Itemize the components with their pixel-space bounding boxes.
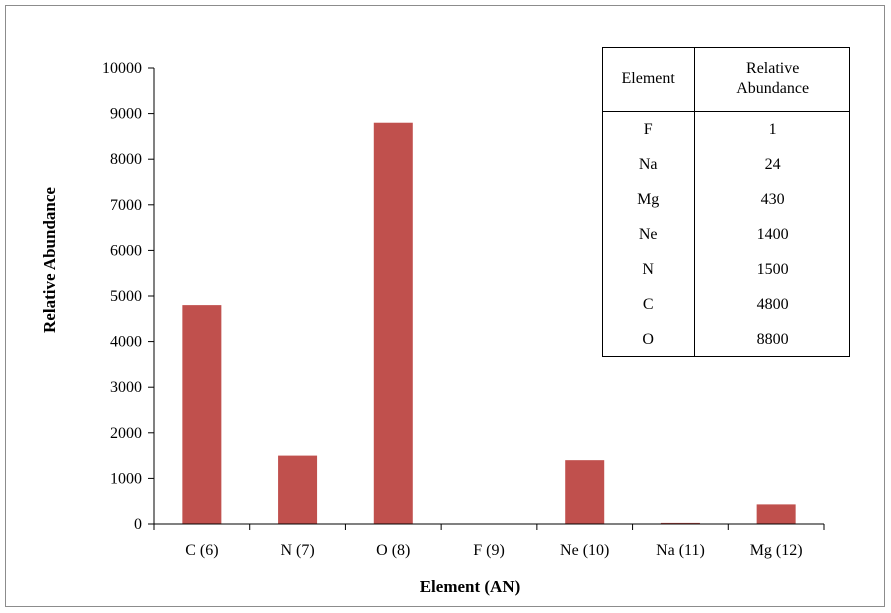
table-cell-abundance: 24 (764, 155, 781, 173)
table-cell-element: C (602, 287, 696, 322)
x-tick-label: Mg (12) (750, 542, 803, 559)
table-row: Ne 1400 (602, 217, 850, 252)
table-header-abundance: Relative Abundance (694, 47, 850, 112)
bar-c (182, 305, 222, 524)
table-row: C 4800 (602, 287, 850, 322)
bar-mg (756, 504, 796, 524)
bar-o (373, 122, 413, 524)
x-tick-label: N (7) (280, 542, 314, 559)
y-tick-label: 3000 (110, 379, 142, 396)
table-body: F 1 Na 24 Mg 430 Ne 1400 N 1500 C 4800 O 8800 (602, 111, 850, 357)
y-tick-label: 0 (134, 516, 142, 533)
table-cell-abundance: 8800 (756, 330, 789, 348)
bars-group (182, 122, 796, 524)
abundance-table: Element Relative Abundance F 1 Na 24 Mg 430 Ne… (602, 47, 850, 357)
table-cell-element: Na (602, 147, 696, 182)
y-tick-label: 8000 (110, 151, 142, 168)
bar-n (278, 455, 318, 524)
x-tick-label: Na (11) (656, 542, 705, 559)
y-axis-title: Relative Abundance (40, 187, 59, 333)
table-cell-abundance: 4800 (756, 295, 789, 313)
table-cell-abundance: 1500 (756, 260, 789, 278)
table-cell-abundance: 1 (768, 120, 777, 138)
y-tick-label: 2000 (110, 425, 142, 442)
y-tick-label: 4000 (110, 334, 142, 351)
table-cell-abundance: 1400 (756, 225, 789, 243)
x-tick-label: O (8) (376, 542, 410, 559)
x-tick-label: C (6) (185, 542, 218, 559)
y-tick-label: 7000 (110, 197, 142, 214)
table-row: O 8800 (602, 322, 850, 357)
x-ticks: C (6) N (7) O (8) F (9) Ne (10) Na (11) Mg (12… (153, 524, 825, 559)
y-tick-label: 10000 (102, 60, 142, 77)
table-header-element: Element (602, 47, 696, 112)
y-tick-label: 6000 (110, 242, 142, 259)
x-tick-label: Ne (10) (560, 542, 609, 559)
y-tick-label: 1000 (110, 470, 142, 487)
bar-ne (565, 460, 605, 524)
y-tick-label: 9000 (110, 106, 142, 123)
x-axis-title: Element (AN) (420, 577, 521, 596)
table-cell-element: Ne (602, 217, 696, 252)
table-header-abundance-text: Relative Abundance (736, 60, 810, 97)
table-row: Mg 430 (602, 182, 850, 217)
y-tick-label: 5000 (110, 288, 142, 305)
x-tick-label: F (9) (473, 542, 505, 559)
table-cell-element: Mg (602, 182, 696, 217)
table-cell-element: N (602, 252, 696, 287)
table-row: N 1500 (602, 252, 850, 287)
table-cell-element: O (602, 322, 696, 357)
table-header-row: Element Relative Abundance (602, 47, 850, 112)
table-cell-abundance: 430 (760, 190, 785, 208)
table-row: Na 24 (602, 147, 850, 182)
table-cell-element: F (602, 111, 696, 147)
bar-na (660, 522, 700, 524)
y-ticks: 0 1000 2000 3000 4000 5000 6000 7000 8000 9000 100… (102, 60, 154, 533)
